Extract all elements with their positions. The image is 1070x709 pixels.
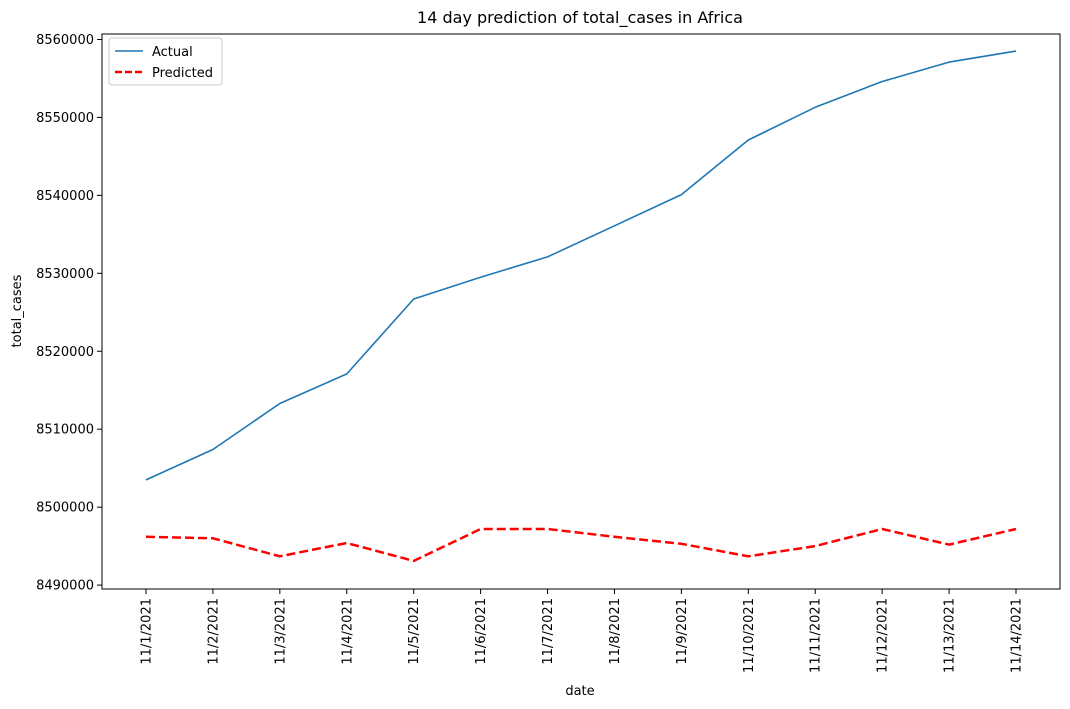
x-tick-label: 11/5/2021 [407,598,422,665]
x-tick-label: 11/9/2021 [675,598,690,665]
x-tick-label: 11/2/2021 [206,598,221,665]
chart-title: 14 day prediction of total_cases in Afri… [417,8,743,28]
x-tick-label: 11/11/2021 [809,598,824,673]
y-axis: 8490000 8500000 8510000 8520000 8530000 85400… [36,33,102,594]
y-tick-label: 8530000 [36,267,94,282]
y-tick-label: 8510000 [36,423,94,438]
legend-actual-label: Actual [152,45,193,60]
x-tick-label: 11/6/2021 [474,598,489,665]
x-tick-label: 11/3/2021 [273,598,288,665]
x-tick-label: 11/7/2021 [541,598,556,665]
series-line-actual [145,50,1017,481]
y-tick-label: 8550000 [36,111,94,126]
y-tick-label: 8490000 [36,579,94,594]
y-tick-label: 8520000 [36,345,94,360]
x-axis: 11/1/2021 11/2/2021 11/3/2021 11/4/2021 11/5… [140,589,1025,673]
x-tick-label: 11/1/2021 [140,598,155,665]
y-tick-label: 8560000 [36,33,94,48]
y-tick-label: 8540000 [36,189,94,204]
y-axis-label: total_cases [10,274,25,347]
x-axis-label: date [565,684,594,699]
y-tick-label: 8500000 [36,501,94,516]
x-tick-label: 11/4/2021 [340,598,355,665]
x-tick-label: 11/12/2021 [876,598,891,673]
x-tick-label: 11/13/2021 [943,598,958,673]
x-tick-label: 11/14/2021 [1010,598,1025,673]
legend-predicted-label: Predicted [152,66,213,81]
x-tick-label: 11/10/2021 [742,598,757,673]
series-line-predicted [145,527,1017,563]
legend: Actual Predicted [108,37,223,86]
x-tick-label: 11/8/2021 [608,598,623,665]
series-layer [145,50,1017,563]
plot-area [101,33,1061,590]
